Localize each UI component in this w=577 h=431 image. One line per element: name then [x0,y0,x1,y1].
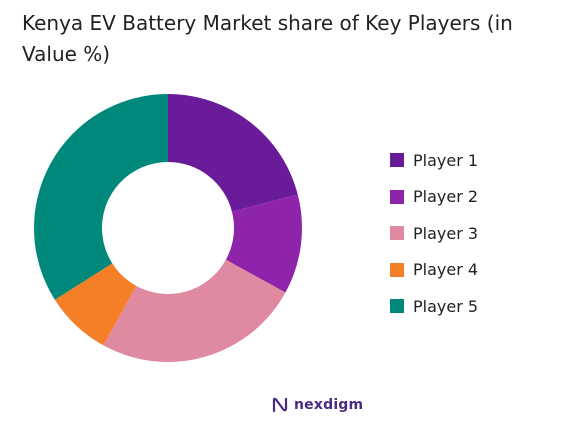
legend-swatch [390,226,404,241]
legend-item-player-5: Player 5 [390,288,478,325]
chart-legend: Player 1 Player 2 Player 3 Player 4 Player 5 [390,142,478,325]
nexdigm-logo-icon [272,397,288,413]
brand-name: nexdigm [294,397,364,413]
legend-item-player-4: Player 4 [390,252,478,289]
donut-slice-player-4 [54,263,137,346]
donut-slice-player-5 [34,94,168,300]
brand-footer: nexdigm [271,396,363,414]
legend-label: Player 5 [413,296,479,316]
legend-label: Player 1 [413,150,479,170]
donut-chart-svg [34,94,302,362]
legend-swatch [390,189,404,204]
donut-slice-player-2 [225,194,302,293]
legend-item-player-2: Player 2 [390,179,478,216]
donut-chart [30,90,306,366]
legend-label: Player 3 [413,223,479,243]
legend-swatch [390,262,404,277]
donut-slice-player-1 [168,94,298,212]
legend-label: Player 2 [413,187,479,207]
legend-swatch [390,299,404,314]
legend-item-player-1: Player 1 [390,142,478,179]
legend-label: Player 4 [413,260,479,280]
legend-item-player-3: Player 3 [390,215,478,252]
chart-title: Kenya EV Battery Market share of Key Pla… [22,11,513,66]
donut-slice-player-3 [103,259,286,362]
legend-swatch [390,153,404,168]
